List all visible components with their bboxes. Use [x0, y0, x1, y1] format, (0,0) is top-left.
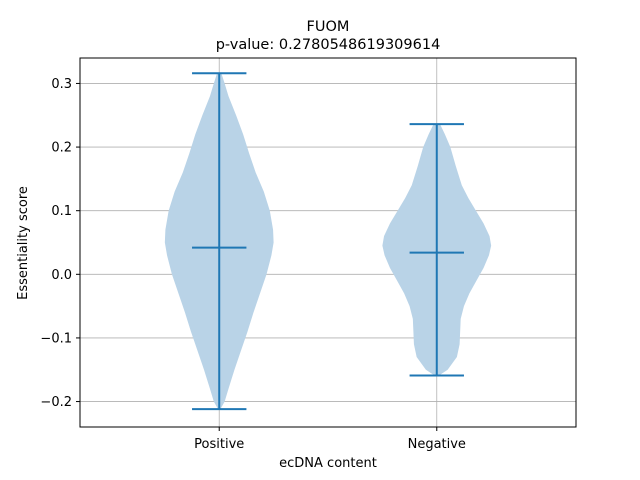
y-axis-label: Essentiality score	[16, 186, 31, 300]
axes-layer: −0.2 −0.1 0.0 0.1 0.2 0.3 Positive Negative	[40, 57, 577, 452]
y-tick-label: 0.0	[51, 268, 72, 283]
grid-layer	[80, 58, 576, 427]
chart-title: FUOM	[307, 19, 350, 35]
plot-frame	[79, 57, 577, 428]
y-tick-label: −0.2	[40, 395, 72, 410]
y-tick-label: 0.3	[51, 77, 72, 92]
x-tick-label-negative: Negative	[408, 437, 466, 452]
chart-subtitle: p-value: 0.2780548619309614	[216, 37, 441, 53]
y-tick-label: −0.1	[40, 331, 72, 346]
y-tick-label: 0.2	[51, 141, 72, 156]
x-tick-label-positive: Positive	[194, 437, 244, 452]
violin-layer	[164, 72, 492, 411]
y-tick-label: 0.1	[51, 204, 72, 219]
x-axis-label: ecDNA content	[279, 456, 377, 471]
